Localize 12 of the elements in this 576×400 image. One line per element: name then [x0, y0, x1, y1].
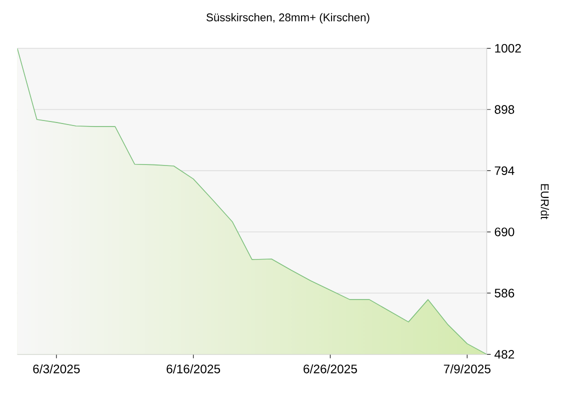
y-tick-label: 690	[494, 228, 514, 236]
y-tick-label: 898	[494, 105, 514, 114]
x-tick-label: 6/26/2025	[304, 364, 357, 374]
x-tick-label: 6/3/2025	[33, 364, 80, 374]
y-tick-label: 794	[494, 166, 514, 176]
y-tick-label: 1002	[495, 44, 521, 53]
chart-title: Süsskirschen, 28mm+ (Kirschen)	[206, 13, 370, 24]
y-tick-label: 482	[494, 350, 514, 359]
y-axis-title: EUR/dt	[540, 184, 550, 220]
y-tick-label: 586	[494, 288, 514, 298]
x-tick-label: 7/9/2025	[444, 364, 490, 374]
x-tick-label: 6/16/2025	[166, 364, 220, 374]
